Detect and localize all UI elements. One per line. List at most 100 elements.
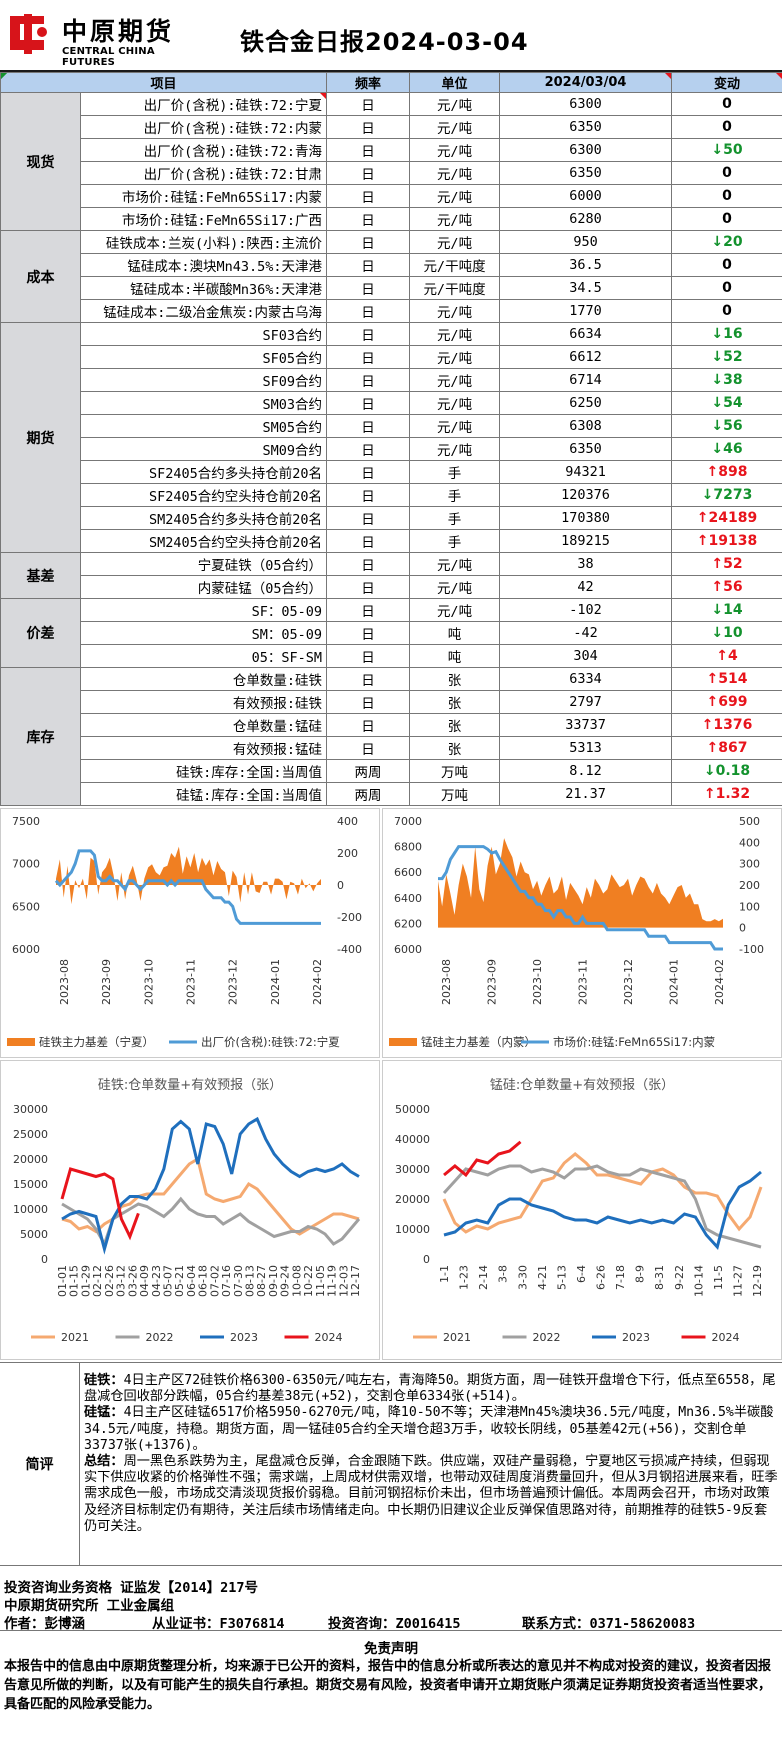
y-tick-label: 10000 [395, 1223, 430, 1236]
commentary-label: 简评 [0, 1363, 80, 1565]
frequency: 日 [326, 368, 411, 392]
change-value: 699 [718, 694, 748, 710]
frequency: 日 [326, 552, 411, 576]
item-name: 锰硅成本:半碳酸Mn36%:天津港 [79, 276, 328, 300]
change: ↑514 [671, 667, 782, 691]
y-tick-label-right: 0 [739, 922, 746, 935]
x-tick-label: 12-17 [349, 1265, 362, 1297]
item-name: SM09合约 [79, 437, 328, 461]
x-tick-label: 2023-11 [185, 959, 198, 1005]
y-tick-label: 25000 [13, 1128, 48, 1141]
table-row: SM03合约日元/吨 6250 ↓54 [1, 391, 782, 415]
change-value: 4 [728, 648, 738, 664]
x-tick-label: 6-4 [575, 1265, 588, 1283]
unit: 元/吨 [409, 575, 501, 599]
y-tick-label: 0 [41, 1253, 48, 1266]
item-name: 锰硅成本:澳块Mn43.5%:天津港 [79, 253, 328, 277]
item-name: 锰硅成本:二级冶金焦炭:内蒙古乌海 [79, 299, 328, 323]
disclaimer-body: 本报告中的信息由中原期货整理分析，均来源于已公开的资料，报告中的信息分析或所表达… [4, 1659, 772, 1712]
value: 6250 [499, 391, 673, 415]
x-tick-label: 07-30 [232, 1265, 245, 1297]
table-row: 出厂价(含税):硅铁:72:甘肃日元/吨 6350 0 [1, 161, 782, 185]
change-value: 0 [722, 188, 732, 204]
frequency: 日 [326, 736, 411, 760]
column-header: 变动 [671, 72, 782, 93]
unit: 手 [409, 460, 501, 484]
legend-swatch-basis [7, 1038, 35, 1046]
chart-silicomanganese-warrants: 锰硅:仓单数量+有效预报（张） 50000 40000 30000 20000 10000… [382, 1060, 782, 1360]
arrow-up-icon: ↑ [706, 694, 719, 710]
change: 0 [671, 92, 782, 116]
change: ↓10 [671, 621, 782, 645]
item-name: 出厂价(含税):硅铁:72:甘肃 [79, 161, 328, 185]
legend-label: 锰硅主力基差（内蒙） [421, 1035, 536, 1049]
institute-line: 中原期货研究所 工业金属组 [4, 1598, 175, 1614]
x-tick-label: 06-04 [185, 1265, 198, 1297]
section-label: 成本 [0, 230, 81, 323]
x-tick-label: 10-14 [692, 1265, 705, 1297]
series-line-2021 [442, 1152, 763, 1234]
table-row: 仓单数量:锰硅日张 33737 ↑1376 [1, 713, 782, 737]
change: ↓46 [671, 437, 782, 461]
y-tick-label: 20000 [395, 1193, 430, 1206]
item-name: 硅铁成本:兰炭(小料):陕西:主流价 [79, 230, 328, 254]
logo-mark-icon [6, 10, 54, 58]
legend-label: 2024 [712, 1331, 740, 1344]
unit: 万吨 [409, 759, 501, 783]
column-header: 频率 [326, 72, 411, 93]
table-row: 期货 SF03合约日元/吨 6634 ↓16 [0, 322, 782, 553]
value: 6350 [499, 115, 673, 139]
x-tick-label: 11-5 [712, 1265, 725, 1290]
item-name: 出厂价(含税):硅铁:72:内蒙 [79, 115, 328, 139]
unit: 张 [409, 690, 501, 714]
arrow-up-icon: ↑ [711, 579, 724, 595]
x-tick-label: 03-12 [115, 1265, 128, 1297]
x-tick-label: 2023-12 [622, 959, 635, 1005]
phone: 联系方式：0371-58620083 [522, 1616, 696, 1632]
value: -102 [499, 598, 673, 622]
change: ↑1376 [671, 713, 782, 737]
frequency: 日 [326, 207, 411, 231]
y-tick-label-left: 6200 [394, 917, 422, 930]
para-head: 总结： [84, 1454, 124, 1470]
value: 120376 [499, 483, 673, 507]
arrow-down-icon: ↓ [711, 602, 724, 618]
table-row: 锰硅成本:半碳酸Mn36%:天津港日元/干吨度 34.5 0 [1, 276, 782, 300]
value: 6300 [499, 138, 673, 162]
table-header-row: 项目 频率 单位 2024/03/04 变动 [0, 72, 782, 93]
item-name: SF：05-09 [79, 598, 328, 622]
y-tick-label: 30000 [395, 1163, 430, 1176]
certificate-no: 从业证书：F3076814 [152, 1616, 285, 1632]
frequency: 日 [326, 644, 411, 668]
legend-label: 2021 [443, 1331, 471, 1344]
change: 0 [671, 161, 782, 185]
unit: 万吨 [409, 782, 501, 806]
table-row: 05：SF-SM 日吨 304 ↑4 [1, 644, 782, 668]
table-row: 锰硅成本:澳块Mn43.5%:天津港日元/干吨度 36.5 0 [1, 253, 782, 277]
basis-area [438, 838, 723, 928]
section-label: 现货 [0, 92, 81, 231]
item-name: SF09合约 [79, 368, 328, 392]
value: 5313 [499, 736, 673, 760]
para-head: 硅铁： [84, 1373, 124, 1388]
unit: 元/吨 [409, 598, 501, 622]
legend-label: 出厂价(含税):硅铁:72:宁夏 [201, 1035, 340, 1049]
table-row: 锰硅成本:二级冶金焦炭:内蒙古乌海日元/吨 1770 0 [1, 299, 782, 323]
x-tick-label: 05-21 [173, 1265, 186, 1297]
item-name: SM2405合约多头持仓前20名 [79, 506, 328, 530]
change-value: 0 [722, 211, 732, 227]
legend-label: 2023 [230, 1331, 258, 1344]
unit: 元/吨 [409, 391, 501, 415]
y-tick-label-left: 6800 [394, 841, 422, 854]
x-tick-label: 6-26 [595, 1265, 608, 1290]
unit: 元/干吨度 [409, 253, 501, 277]
change-value: 46 [723, 441, 743, 457]
item-name: SM：05-09 [79, 621, 328, 645]
change-value: 0 [722, 119, 732, 135]
para-body: 4日主产区72硅铁价格6300-6350元/吨左右，青海降50。期货方面，周一硅… [84, 1373, 776, 1405]
change-value: 56 [723, 579, 743, 595]
arrow-up-icon: ↑ [696, 510, 709, 526]
commentary-para-summary: 总结：周一黑色系跌势为主，尾盘减仓反弹，合金跟随下跌。供应端，双硅产量弱稳，宁夏… [84, 1454, 778, 1535]
y-tick-label-right: 300 [739, 858, 760, 871]
table-row: SM：05-09 日吨 -42 ↓10 [1, 621, 782, 645]
